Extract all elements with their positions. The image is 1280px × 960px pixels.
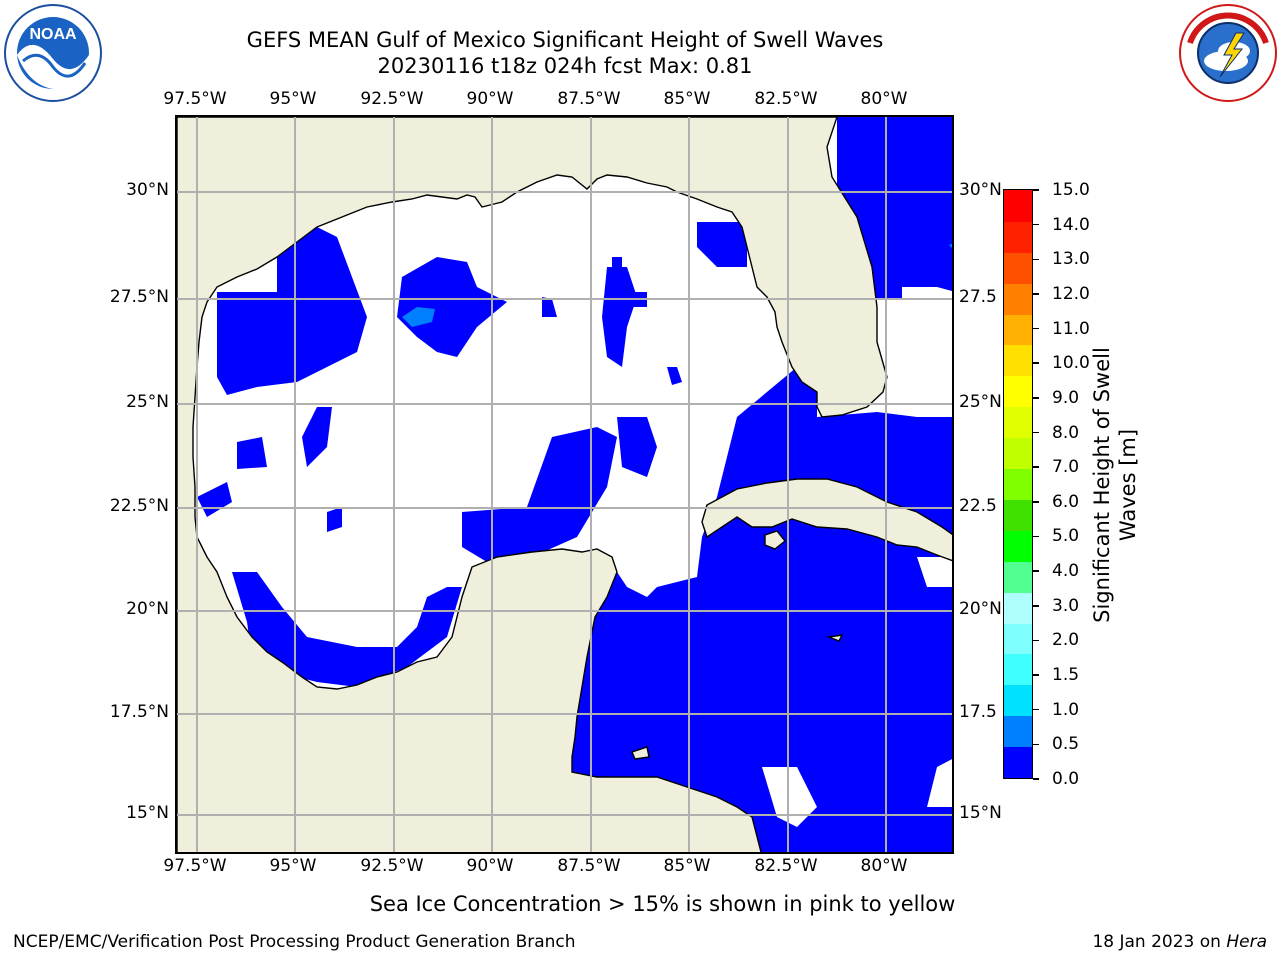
colorbar-tick: [1033, 293, 1039, 295]
lat-label-left: 15°N: [126, 803, 169, 823]
colorbar-bin: [1004, 530, 1032, 562]
colorbar-tick-label: 8.0: [1052, 422, 1080, 443]
colorbar-tick: [1033, 501, 1039, 503]
colorbar-tick: [1033, 327, 1039, 330]
lon-label-bottom: 90°W: [466, 856, 514, 876]
colorbar-tick-label: 6.0: [1052, 491, 1080, 512]
colorbar-bin: [1004, 715, 1032, 748]
lon-label-bottom: 85°W: [663, 856, 711, 876]
colorbar-bin: [1004, 252, 1032, 284]
colorbar-tick-label: 7.0: [1052, 457, 1080, 478]
lat-label-left: 20°N: [126, 599, 169, 619]
colorbar-bin: [1004, 468, 1032, 500]
lon-label-top: 82.5°W: [754, 89, 818, 109]
colorbar-bin: [1004, 190, 1032, 222]
lon-label-bottom: 80°W: [860, 856, 908, 876]
lat-label-left: 22.5°N: [109, 496, 169, 516]
colorbar-bin: [1004, 622, 1032, 655]
lon-label-top: 80°W: [860, 89, 908, 109]
lat-label-right: 22.5: [959, 496, 997, 516]
colorbar-bin: [1004, 561, 1032, 593]
colorbar-tick-label: 4.0: [1052, 561, 1080, 582]
colorbar-tick-label: 0.5: [1052, 734, 1080, 755]
colorbar-tick-label: 5.0: [1052, 526, 1080, 547]
lat-label-left: 27.5°N: [109, 287, 169, 307]
colorbar-tick: [1033, 397, 1039, 399]
colorbar-tick-label: 13.0: [1052, 249, 1090, 270]
colorbar-bin: [1004, 499, 1032, 531]
lon-label-top: 85°W: [663, 89, 711, 109]
lon-label-top: 95°W: [269, 89, 317, 109]
colorbar-tick: [1033, 743, 1039, 746]
colorbar-tick-label: 11.0: [1052, 318, 1090, 339]
colorbar-tick-label: 14.0: [1052, 214, 1090, 235]
sea-ice-note: Sea Ice Concentration > 15% is shown in …: [369, 892, 956, 916]
chart-title: GEFS MEAN Gulf of Mexico Significant Hei…: [246, 28, 884, 52]
lat-label-right: 17.5: [959, 702, 997, 722]
colorbar-tick-label: 12.0: [1052, 283, 1090, 304]
colorbar-bin: [1004, 406, 1032, 439]
colorbar-tick: [1033, 189, 1039, 191]
colorbar-bin: [1004, 314, 1032, 346]
lon-label-bottom: 97.5°W: [163, 856, 227, 876]
nws-logo-icon: [1178, 3, 1278, 103]
lat-label-left: 30°N: [126, 180, 169, 200]
lon-label-bottom: 87.5°W: [557, 856, 621, 876]
lon-label-bottom: 82.5°W: [754, 856, 818, 876]
lat-label-left: 17.5°N: [109, 702, 169, 722]
noaa-logo-icon: NOAA: [3, 3, 103, 103]
credit-date: 18 Jan 2023 on Hera: [1092, 932, 1267, 952]
colorbar-tick: [1033, 674, 1039, 676]
colorbar-bin: [1004, 375, 1032, 408]
colorbar-tick-label: 2.0: [1052, 630, 1080, 651]
lon-label-bottom: 92.5°W: [360, 856, 424, 876]
colorbar-tick-label: 0.0: [1052, 769, 1080, 789]
colorbar-tick-label: 3.0: [1052, 595, 1080, 616]
lat-label-right: 15°N: [959, 803, 1002, 823]
colorbar-bin: [1004, 437, 1032, 470]
chart-subtitle: 20230116 t18z 024h fcst Max: 0.81: [377, 54, 753, 78]
colorbar-bin: [1004, 746, 1032, 778]
colorbar-tick: [1033, 535, 1039, 538]
colorbar-bin: [1004, 684, 1032, 717]
colorbar-tick: [1033, 778, 1039, 780]
lon-label-top: 97.5°W: [163, 89, 227, 109]
colorbar-bin: [1004, 221, 1032, 253]
lon-label-top: 92.5°W: [360, 89, 424, 109]
colorbar-label: Significant Height of Swell Waves [m]: [1090, 347, 1140, 623]
colorbar-tick-label: 10.0: [1052, 353, 1090, 374]
lat-label-right: 30°N: [959, 180, 1002, 200]
colorbar-tick: [1033, 605, 1039, 607]
lat-label-left: 25°N: [126, 392, 169, 412]
colorbar-tick: [1033, 431, 1039, 434]
credit-branch: NCEP/EMC/Verification Post Processing Pr…: [13, 932, 576, 952]
colorbar-tick: [1033, 570, 1039, 572]
colorbar-bin: [1004, 592, 1032, 624]
colorbar-bin: [1004, 283, 1032, 315]
map-panel: [175, 115, 954, 854]
svg-text:NOAA: NOAA: [29, 26, 77, 43]
colorbar-tick-label: 1.5: [1052, 665, 1080, 686]
map-gridlines: [177, 117, 952, 852]
colorbar-tick-label: 15.0: [1052, 180, 1090, 200]
colorbar-tick: [1033, 639, 1039, 642]
land-area: [177, 117, 952, 852]
lon-label-top: 87.5°W: [557, 89, 621, 109]
lon-label-bottom: 95°W: [269, 856, 317, 876]
credit-host: Hera: [1226, 932, 1267, 952]
lat-label-right: 27.5: [959, 287, 997, 307]
colorbar-tick-label: 1.0: [1052, 699, 1080, 720]
colorbar-tick-label: 9.0: [1052, 387, 1080, 408]
lat-label-right: 20°N: [959, 599, 1002, 619]
colorbar-tick: [1033, 223, 1039, 226]
lat-label-right: 25°N: [959, 392, 1002, 412]
colorbar-tick: [1033, 708, 1039, 711]
colorbar: [1003, 189, 1033, 779]
colorbar-bin: [1004, 653, 1032, 686]
colorbar-bin: [1004, 344, 1032, 377]
colorbar-tick: [1033, 362, 1039, 364]
lon-label-top: 90°W: [466, 89, 514, 109]
colorbar-tick: [1033, 258, 1039, 261]
colorbar-tick: [1033, 466, 1039, 468]
